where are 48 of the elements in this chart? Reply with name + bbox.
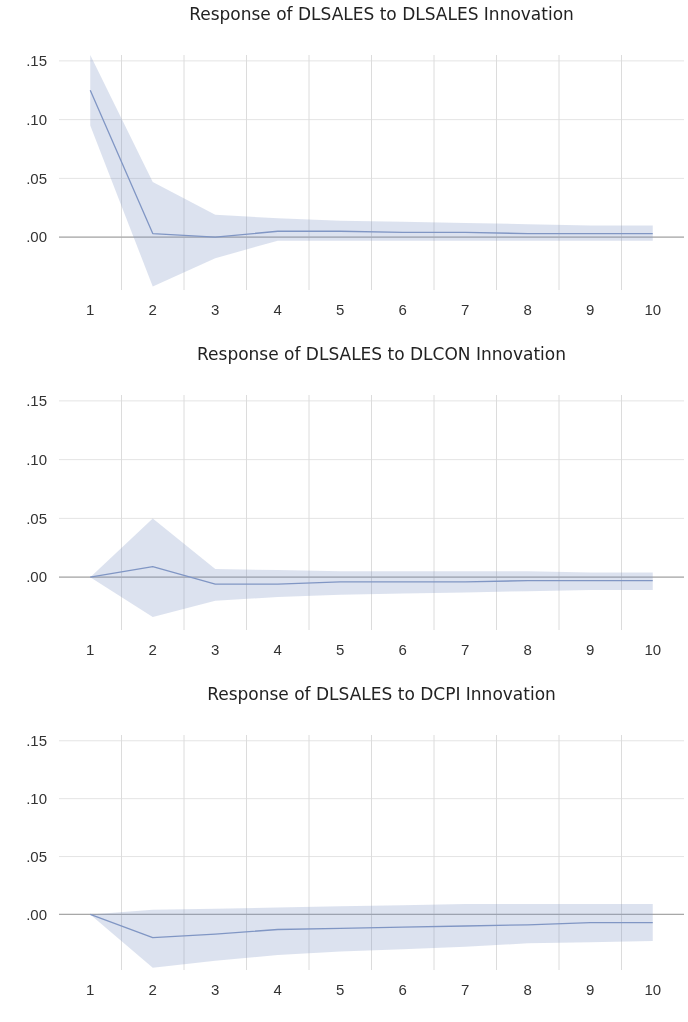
x-tick-label: 2 xyxy=(148,640,157,658)
x-tick-label: 1 xyxy=(86,640,95,658)
x-tick-label: 2 xyxy=(148,300,157,318)
x-tick-label: 5 xyxy=(336,640,345,658)
y-tick-label: .10 xyxy=(26,789,47,807)
line-series xyxy=(89,89,654,238)
x-tick-label: 8 xyxy=(523,640,532,658)
y-tick-label: .00 xyxy=(26,905,47,923)
y-tick-label: .05 xyxy=(26,169,47,187)
x-tick-label: 5 xyxy=(336,300,345,318)
x-tick-label: 8 xyxy=(523,300,532,318)
x-tick-label: 3 xyxy=(211,300,220,318)
x-tick-label: 1 xyxy=(86,980,95,998)
x-tick-label: 9 xyxy=(586,640,595,658)
y-tick-label: .00 xyxy=(26,228,47,246)
x-tick-label: 10 xyxy=(644,300,662,318)
x-tick-label: 2 xyxy=(148,980,157,998)
x-tick-label: 3 xyxy=(211,980,220,998)
y-tick-label: .15 xyxy=(26,732,47,750)
chart-title: Response of DLSALES to DLSALES Innovation xyxy=(189,4,574,24)
y-tick-label: .05 xyxy=(26,509,47,527)
x-tick-label: 6 xyxy=(398,300,407,318)
y-tick-label: .15 xyxy=(26,52,47,70)
x-tick-label: 6 xyxy=(398,640,407,658)
y-tick-label: .05 xyxy=(26,847,47,865)
x-tick-label: 7 xyxy=(461,300,470,318)
y-tick-label: .15 xyxy=(26,392,47,410)
x-tick-label: 4 xyxy=(273,980,282,998)
chart-title: Response of DLSALES to DCPI Innovation xyxy=(207,684,556,704)
x-tick-label: 9 xyxy=(586,300,595,318)
y-tick-label: .10 xyxy=(26,450,47,468)
x-tick-label: 10 xyxy=(644,980,662,998)
x-tick-label: 1 xyxy=(86,300,95,318)
x-tick-label: 7 xyxy=(461,640,470,658)
x-tick-label: 7 xyxy=(461,980,470,998)
chart-title: Response of DLSALES to DLCON Innovation xyxy=(197,344,566,364)
line-series xyxy=(89,913,654,939)
y-tick-label: .00 xyxy=(26,568,47,586)
x-tick-label: 6 xyxy=(398,980,407,998)
x-tick-label: 8 xyxy=(523,980,532,998)
line-series xyxy=(89,565,654,585)
x-tick-label: 9 xyxy=(586,980,595,998)
x-tick-label: 3 xyxy=(211,640,220,658)
y-tick-label: .10 xyxy=(26,110,47,128)
x-tick-label: 10 xyxy=(644,640,662,658)
x-tick-label: 5 xyxy=(336,980,345,998)
x-tick-label: 4 xyxy=(273,640,282,658)
x-tick-label: 4 xyxy=(273,300,282,318)
